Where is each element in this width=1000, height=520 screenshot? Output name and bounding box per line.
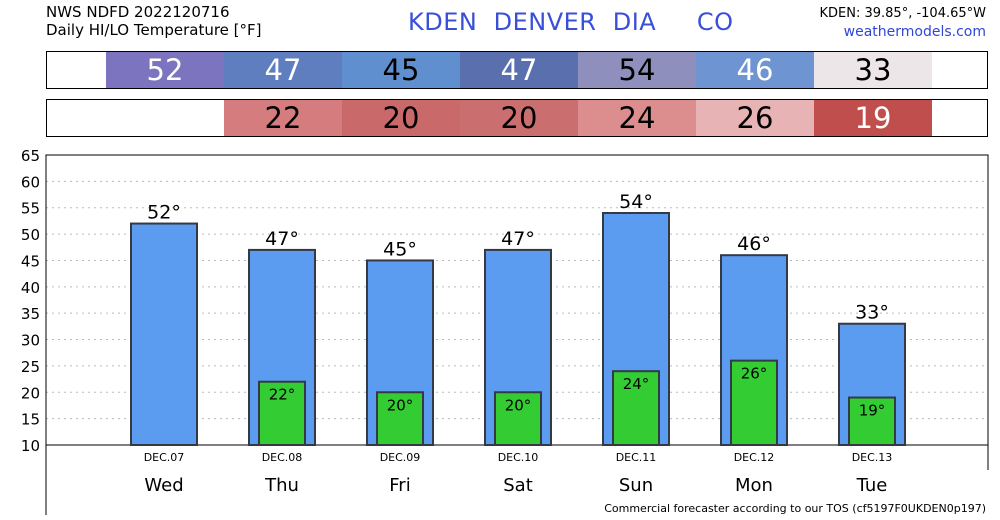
high-temp-label: 47°	[265, 228, 299, 250]
day-tick-label: Sat	[503, 475, 533, 496]
low-temp-cell: 26	[696, 100, 814, 136]
low-temp-bar	[376, 391, 424, 447]
high-temp-cell: 45	[342, 52, 460, 88]
low-temp-cell: 20	[342, 100, 460, 136]
y-tick-label: 35	[21, 305, 40, 323]
low-temp-label: 26°	[741, 365, 768, 383]
low-temp-bar	[494, 391, 542, 447]
low-temp-bar	[612, 370, 660, 447]
date-tick-label: DEC.09	[380, 451, 421, 464]
y-tick-label: 60	[21, 173, 40, 191]
low-temp-bar	[730, 359, 778, 446]
day-tick-label: Wed	[144, 475, 183, 496]
date-tick-label: DEC.10	[498, 451, 539, 464]
low-temp-cell: 19	[814, 100, 932, 136]
low-temp-label: 22°	[269, 386, 296, 404]
low-temp-bar	[848, 396, 896, 446]
date-tick-label: DEC.12	[734, 451, 775, 464]
date-tick-label: DEC.13	[852, 451, 893, 464]
date-tick-label: DEC.07	[144, 451, 185, 464]
day-tick-label: Tue	[856, 475, 888, 496]
high-temp-label: 54°	[619, 191, 653, 213]
header-right: KDEN: 39.85°, -104.65°W weathermodels.co…	[820, 5, 987, 41]
high-temp-label: 45°	[383, 238, 417, 260]
station-title: KDEN DENVER DIA CO	[408, 8, 734, 36]
day-tick-label: Mon	[735, 475, 773, 496]
high-temp-cell: 47	[460, 52, 578, 88]
low-temp-strip: 22 20 20 24 26 19	[46, 99, 988, 137]
model-run-label: NWS NDFD 2022120716	[46, 3, 230, 21]
low-temp-label: 19°	[859, 402, 886, 420]
low-temp-bar	[258, 380, 306, 446]
high-temp-cell: 52	[106, 52, 224, 88]
chart-title: Daily HI/LO Temperature [°F]	[46, 21, 262, 39]
low-temp-label: 20°	[505, 396, 532, 414]
header-left: NWS NDFD 2022120716 Daily HI/LO Temperat…	[46, 3, 262, 39]
high-temp-cell: 46	[696, 52, 814, 88]
high-temp-cell: 47	[224, 52, 342, 88]
site-link[interactable]: weathermodels.com	[843, 24, 986, 40]
y-tick-label: 10	[21, 437, 40, 455]
high-temp-bar	[130, 222, 198, 446]
low-temp-cell	[106, 100, 224, 136]
low-temp-cell: 22	[224, 100, 342, 136]
y-tick-label: 50	[21, 226, 40, 244]
date-tick-label: DEC.11	[616, 451, 657, 464]
y-tick-label: 20	[21, 384, 40, 402]
day-tick-label: Sun	[619, 475, 653, 496]
high-temp-label: 52°	[147, 202, 181, 224]
y-tick-label: 25	[21, 358, 40, 376]
high-temp-strip: 52 47 45 47 54 46 33	[46, 51, 988, 89]
day-tick-label: Fri	[389, 475, 410, 496]
high-temp-cell: 54	[578, 52, 696, 88]
low-temp-label: 20°	[387, 396, 414, 414]
low-temp-cell: 24	[578, 100, 696, 136]
footer-note: Commercial forecaster according to our T…	[604, 502, 986, 515]
low-temp-cell: 20	[460, 100, 578, 136]
high-temp-label: 46°	[737, 233, 771, 255]
station-coords: KDEN: 39.85°, -104.65°W	[819, 6, 987, 21]
day-tick-label: Thu	[264, 475, 299, 496]
high-temp-cell: 33	[814, 52, 932, 88]
high-temp-label: 47°	[501, 228, 535, 250]
y-tick-label: 30	[21, 332, 40, 350]
high-temp-label: 33°	[855, 302, 889, 324]
y-tick-label: 15	[21, 411, 40, 429]
date-tick-label: DEC.08	[262, 451, 303, 464]
y-tick-label: 45	[21, 252, 40, 270]
y-tick-label: 65	[21, 147, 40, 165]
y-tick-label: 40	[21, 279, 40, 297]
y-tick-label: 55	[21, 200, 40, 218]
low-temp-label: 24°	[623, 375, 650, 393]
